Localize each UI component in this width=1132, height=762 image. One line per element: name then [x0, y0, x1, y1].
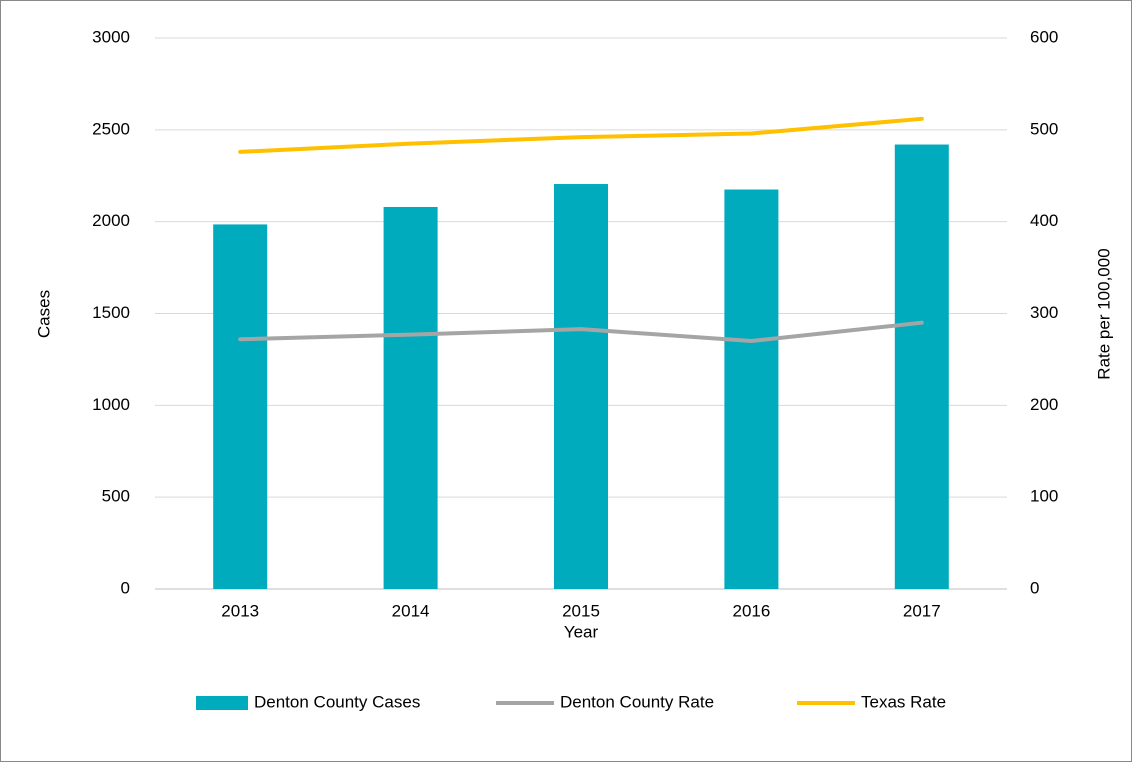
- y-tick-label: 1000: [92, 395, 130, 414]
- y2-tick-label: 100: [1030, 487, 1058, 506]
- legend-label: Denton County Cases: [254, 692, 420, 711]
- y-axis-label: Cases: [34, 290, 53, 338]
- x-tick-label: 2014: [392, 601, 430, 620]
- x-axis-label: Year: [564, 622, 599, 641]
- x-tick-label: 2017: [903, 601, 941, 620]
- legend-label: Texas Rate: [861, 692, 946, 711]
- y-tick-label: 500: [102, 487, 130, 506]
- y-tick-label: 2500: [92, 119, 130, 138]
- x-tick-label: 2015: [562, 601, 600, 620]
- bar: [213, 224, 268, 589]
- y2-tick-label: 300: [1030, 303, 1058, 322]
- y2-tick-label: 600: [1030, 27, 1058, 46]
- y2-tick-label: 500: [1030, 119, 1058, 138]
- y2-tick-label: 400: [1030, 211, 1058, 230]
- bar: [894, 144, 949, 589]
- line: [238, 320, 924, 344]
- bar: [724, 189, 779, 589]
- y-tick-label: 1500: [92, 303, 130, 322]
- bar: [554, 184, 608, 589]
- legend-label: Denton County Rate: [560, 692, 714, 711]
- y2-axis-label: Rate per 100,000: [1094, 248, 1113, 379]
- bar: [383, 206, 438, 589]
- y2-tick-label: 0: [1030, 578, 1039, 597]
- legend-swatch: [196, 696, 248, 710]
- line: [238, 116, 924, 154]
- y-tick-label: 3000: [92, 27, 130, 46]
- y2-tick-label: 200: [1030, 395, 1058, 414]
- y-tick-label: 2000: [92, 211, 130, 230]
- y-tick-label: 0: [121, 578, 130, 597]
- x-tick-label: 2016: [732, 601, 770, 620]
- x-tick-label: 2013: [221, 601, 259, 620]
